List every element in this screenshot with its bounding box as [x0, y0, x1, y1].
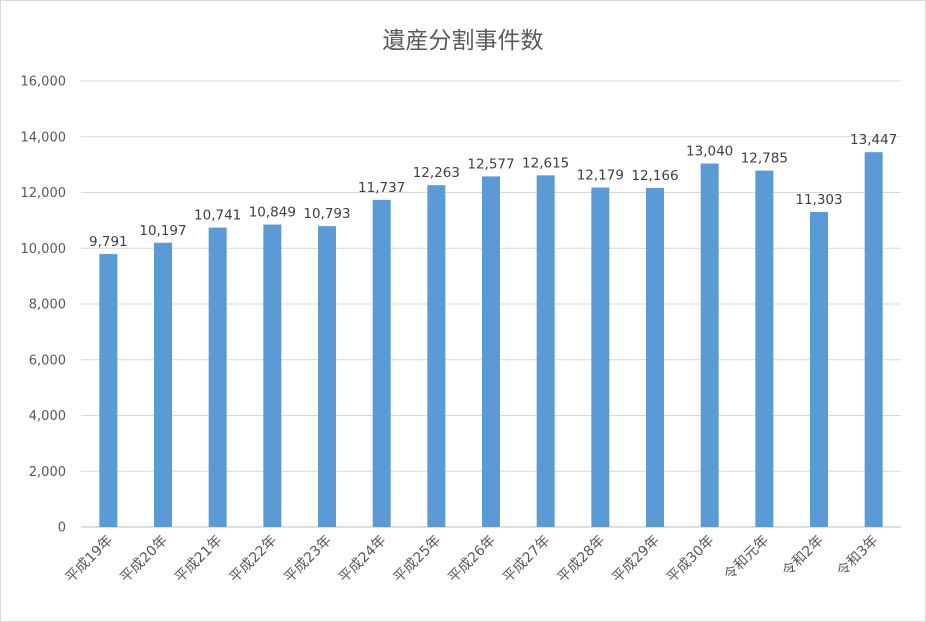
y-tick-label: 10,000: [21, 242, 67, 257]
bar: [208, 227, 227, 528]
x-tick-label: 平成21年: [172, 533, 226, 587]
bar: [99, 254, 118, 528]
x-axis-ticks: 平成19年 平成20年 平成21年 平成22年 平成23年 平成24年 平成25年 平成26年…: [63, 533, 882, 587]
x-tick-label: 令和元年: [721, 533, 772, 584]
y-tick-label: 2,000: [29, 465, 66, 480]
bar: [372, 199, 391, 528]
bars: [99, 152, 883, 528]
x-tick-label: 平成28年: [555, 533, 609, 587]
y-tick-label: 14,000: [21, 130, 67, 145]
bar: [755, 170, 774, 528]
chart-title: 遺産分割事件数: [383, 28, 544, 54]
bar: [864, 152, 883, 528]
x-tick-label: 平成29年: [609, 533, 663, 587]
data-label: 10,793: [303, 206, 350, 222]
x-tick-label: 令和3年: [834, 533, 881, 580]
y-tick-label: 16,000: [21, 75, 67, 90]
data-label: 12,785: [741, 151, 788, 167]
data-labels: 9,791 10,197 10,741 10,849 10,793 11,737 12,26…: [89, 132, 897, 250]
bar: [646, 187, 664, 528]
data-label: 13,447: [850, 132, 897, 148]
bar: [810, 211, 828, 527]
x-tick-label: 平成25年: [391, 533, 445, 587]
y-tick-label: 8,000: [29, 298, 66, 313]
data-label: 10,741: [194, 208, 241, 224]
data-label: 12,615: [522, 155, 569, 171]
bar: [318, 226, 336, 527]
x-tick-label: 平成26年: [445, 533, 499, 587]
bar: [700, 163, 719, 527]
x-tick-label: 平成24年: [336, 533, 390, 587]
y-tick-label: 4,000: [29, 409, 66, 424]
bar: [591, 187, 610, 527]
x-tick-label: 平成23年: [281, 533, 335, 587]
x-tick-label: 平成30年: [664, 533, 718, 587]
data-label: 13,040: [686, 144, 733, 160]
bar: [482, 176, 500, 527]
y-axis-ticks: 0 2,000 4,000 6,000 8,000 10,000 12,000 14,000 1…: [21, 75, 67, 536]
data-label: 12,263: [413, 165, 460, 181]
data-label: 12,179: [577, 168, 624, 184]
data-label: 12,577: [467, 156, 514, 172]
x-tick-label: 平成20年: [117, 533, 171, 587]
y-tick-label: 6,000: [29, 353, 66, 368]
data-label: 10,849: [249, 205, 296, 221]
y-tick-label: 12,000: [21, 186, 67, 201]
data-label: 9,791: [89, 234, 128, 250]
bar: [536, 175, 555, 527]
data-label: 12,166: [631, 168, 678, 184]
x-tick-label: 平成22年: [227, 533, 281, 587]
data-label: 11,303: [795, 192, 842, 208]
x-tick-label: 令和2年: [780, 533, 827, 580]
bar: [263, 224, 282, 528]
data-label: 11,737: [358, 180, 405, 196]
y-tick-label: 0: [58, 521, 66, 536]
x-tick-label: 平成27年: [500, 533, 554, 587]
data-label: 10,197: [139, 223, 186, 239]
x-tick-label: 平成19年: [63, 533, 117, 587]
bar: [154, 242, 172, 528]
bar: [427, 185, 446, 527]
